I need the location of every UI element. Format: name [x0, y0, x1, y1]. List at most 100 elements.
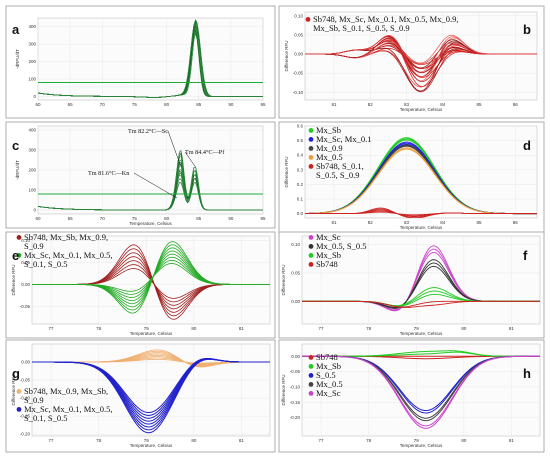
x-tick-label: 80 — [164, 216, 170, 221]
y-tick-label: 0.05 — [21, 260, 30, 265]
x-tick-label: 75 — [132, 102, 138, 107]
y-tick-label: 100 — [28, 188, 36, 193]
panel-letter: f — [523, 248, 528, 263]
difference-curve — [305, 207, 537, 218]
legend-swatch — [308, 364, 314, 369]
difference-curve — [302, 300, 540, 308]
legend-entry: Mx_Sb, S_0.1, S_0.5, S_0.9 — [313, 23, 410, 33]
legend-entry: Sb748, Mx_0.9, Mx_Sb, — [24, 386, 108, 396]
y-tick-label: 0.5 — [297, 138, 304, 143]
y-tick-label: 0.3 — [297, 167, 304, 172]
legend-swatch — [308, 235, 314, 240]
y-tick-label: -0.20 — [290, 415, 301, 420]
x-tick-label: 80 — [461, 438, 467, 443]
legend-entry: Mx_Sc — [316, 232, 341, 242]
legend-entry: Mx_Sb — [316, 361, 341, 371]
curves — [38, 19, 263, 98]
legend-swatch — [16, 253, 22, 258]
x-tick-label: 84 — [440, 102, 446, 107]
legend-swatch — [308, 146, 314, 151]
legend-swatch — [308, 155, 314, 160]
y-tick-label: 400 — [28, 24, 36, 29]
panel-letter: g — [12, 366, 20, 381]
legend-entry: Mx_Sb — [316, 250, 341, 260]
x-tick-label: 86 — [513, 220, 519, 225]
x-axis-label: Temperature, Celsius — [130, 331, 173, 336]
legend-entry: S_0.1, S_0.5 — [24, 413, 67, 423]
legend-swatch — [308, 355, 314, 360]
x-tick-label: 70 — [100, 216, 106, 221]
x-tick-label: 65 — [68, 102, 74, 107]
y-tick-label: -0.10 — [20, 396, 31, 401]
y-tick-label: -0.05 — [293, 71, 304, 76]
x-tick-label: 79 — [144, 438, 150, 443]
y-tick-label: 0.10 — [294, 13, 303, 18]
y-axis-label: Difference RFU — [11, 265, 16, 296]
x-tick-label: 95 — [260, 102, 266, 107]
y-tick-label: 0 — [33, 208, 36, 213]
legend-entry: Mx_Sb — [316, 125, 341, 135]
y-tick-label: -0.15 — [290, 400, 301, 405]
legend-entry: Sb748 — [316, 259, 338, 269]
legend-entry: S_0.9 — [24, 241, 44, 251]
legend-entry: Mx_Sc, Mx_0.1 — [316, 134, 372, 144]
y-tick-label: 0.00 — [21, 360, 30, 365]
legend-entry: Sb748, S_0.1, — [316, 161, 364, 171]
legend-swatch — [308, 262, 314, 267]
y-tick-label: -0.05 — [20, 304, 31, 309]
y-tick-label: 0.0 — [297, 211, 304, 216]
legend-entry: S_0.1, S_0.5 — [24, 259, 67, 269]
annotation-arrow — [133, 172, 177, 199]
y-tick-label: -0.05 — [20, 378, 31, 383]
x-tick-label: 85 — [196, 102, 202, 107]
panel-letter: b — [523, 22, 531, 37]
x-tick-label: 78 — [96, 326, 102, 331]
x-axis-label: Temperature, Celsius — [400, 107, 443, 112]
x-tick-label: 79 — [414, 438, 420, 443]
panel-letter: c — [12, 138, 19, 153]
x-axis-label: Temperature, Celsius — [400, 225, 443, 230]
y-tick-label: 0.10 — [291, 242, 300, 247]
y-axis-label: Difference RFU — [284, 157, 289, 188]
x-tick-label: 86 — [513, 102, 519, 107]
y-tick-label: 0.00 — [294, 52, 303, 57]
legend-swatch — [308, 391, 314, 396]
legend-swatch — [16, 407, 22, 412]
y-tick-label: 400 — [28, 128, 36, 133]
x-tick-label: 75 — [132, 216, 138, 221]
y-tick-label: 0.00 — [21, 282, 30, 287]
legend-entry: Mx_0.5, S_0.5 — [316, 241, 367, 251]
annotation-arrow — [167, 130, 181, 167]
x-tick-label: 80 — [191, 438, 197, 443]
plot-area — [301, 343, 541, 437]
plot-area — [37, 17, 264, 101]
x-tick-label: 82 — [368, 102, 374, 107]
x-tick-label: 90 — [228, 216, 234, 221]
x-tick-label: 95 — [260, 216, 266, 221]
x-tick-label: 85 — [476, 220, 482, 225]
x-tick-label: 77 — [49, 438, 55, 443]
legend-swatch — [308, 244, 314, 249]
x-tick-label: 79 — [414, 326, 420, 331]
y-axis-label: Difference RFU — [281, 265, 286, 296]
y-tick-label: 200 — [28, 168, 36, 173]
panel-letter: d — [523, 138, 531, 153]
x-tick-label: 60 — [35, 102, 41, 107]
y-tick-label: -0.20 — [20, 432, 31, 437]
y-tick-label: 0.00 — [291, 354, 300, 359]
x-tick-label: 78 — [96, 438, 102, 443]
x-tick-label: 81 — [331, 220, 337, 225]
y-tick-label: 0.6 — [297, 124, 304, 129]
legend-swatch — [305, 17, 311, 22]
panel-letter: e — [12, 248, 19, 263]
difference-curve — [32, 358, 270, 434]
panel-h: 77 78 79 80 81 -0.20 -0.15 -0.10 -0.05 0.00 Temper… — [278, 339, 545, 453]
panel-g: 77 78 79 80 81 -0.20 -0.15 -0.10 -0.05 0.00 Temper… — [5, 339, 276, 453]
x-tick-label: 70 — [100, 102, 106, 107]
difference-curve — [302, 355, 540, 427]
curves — [32, 241, 270, 320]
x-tick-label: 80 — [164, 102, 170, 107]
legend-entry: Mx_0.5 — [316, 152, 343, 162]
y-tick-label: 0 — [33, 94, 36, 99]
